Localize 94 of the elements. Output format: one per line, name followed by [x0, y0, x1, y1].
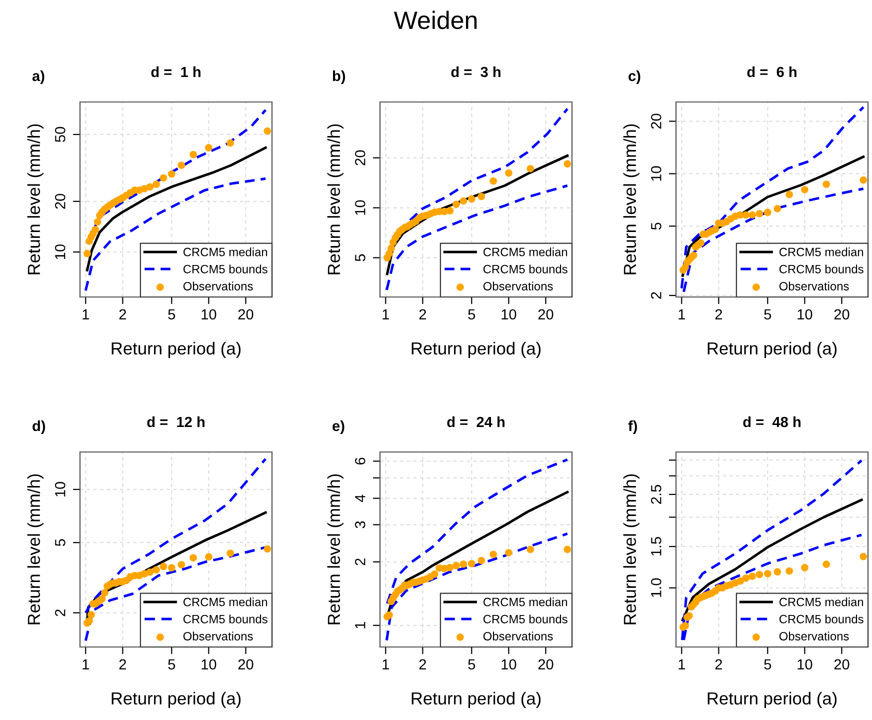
x-tick-label: 1 [382, 309, 389, 320]
chart-title: d = 3 h [451, 66, 500, 78]
y-tick-label: 2 [354, 558, 366, 566]
x-tick-label: 10 [202, 309, 216, 320]
x-tick-label: 2 [715, 659, 722, 670]
y-tick-label: 5 [651, 222, 662, 230]
legend-label: Observations [779, 632, 849, 640]
legend-label: Observations [183, 282, 253, 290]
y-tick-label: 5 [355, 254, 366, 262]
legend-label: Observations [183, 632, 253, 640]
y-axis-title: Return level (mm/h) [623, 474, 640, 624]
x-tick-label: 1 [82, 309, 89, 320]
x-tick-label: 5 [168, 659, 176, 670]
legend-label: CRCM5 median [483, 247, 568, 256]
x-tick-label: 2 [119, 659, 126, 670]
x-axis-title: Return period (a) [412, 342, 541, 358]
legend-label: CRCM5 bounds [483, 264, 568, 274]
x-axis-title: Return period (a) [112, 342, 241, 358]
x-tick-label: 2 [715, 309, 722, 320]
x-tick-label: 20 [834, 309, 850, 320]
y-tick-label: 3 [354, 521, 366, 528]
y-axis-title: Return level (mm/h) [327, 474, 344, 624]
y-tick-label: 10 [54, 244, 66, 259]
chart-title: d = 24 h [447, 416, 504, 428]
x-tick-label: 2 [119, 309, 126, 320]
y-tick-label: 10 [650, 166, 662, 181]
x-tick-label: 1 [678, 659, 685, 670]
legend-label: CRCM5 median [183, 597, 268, 606]
y-tick-label: 2 [54, 609, 66, 616]
chart-title: d = 1 h [151, 66, 200, 78]
chart-title: d = 12 h [147, 416, 204, 428]
y-tick-label: 10 [354, 200, 366, 215]
x-tick-label: 2 [419, 659, 426, 670]
x-tick-label: 1 [382, 659, 389, 670]
legend-label: CRCM5 bounds [483, 614, 568, 624]
x-axis-title: Return period (a) [412, 692, 541, 708]
y-tick-label: 50 [54, 126, 66, 142]
legend-label: CRCM5 median [183, 247, 268, 256]
chart-title: d = 48 h [743, 416, 800, 428]
x-tick-label: 1 [678, 309, 685, 320]
x-tick-label: 20 [238, 309, 254, 320]
x-tick-label: 20 [238, 659, 254, 670]
y-axis-title: Return level (mm/h) [27, 124, 44, 274]
y-tick-label: 2.5 [650, 484, 662, 504]
x-tick-label: 2 [419, 309, 426, 320]
y-axis-title: Return level (mm/h) [623, 124, 640, 274]
text: Weiden [394, 10, 477, 30]
x-tick-label: 20 [538, 309, 554, 320]
x-tick-label: 5 [764, 309, 772, 320]
y-tick-label: 2 [650, 292, 662, 299]
legend-label: CRCM5 median [483, 597, 568, 606]
y-tick-label: 20 [354, 150, 366, 166]
x-tick-label: 10 [502, 659, 516, 670]
y-tick-label: 1 [355, 622, 366, 628]
chart-title: d = 6 h [747, 66, 796, 78]
x-tick-label: 20 [538, 659, 554, 670]
x-tick-label: 20 [834, 659, 850, 670]
x-axis-title: Return period (a) [708, 692, 837, 708]
x-tick-label: 10 [798, 659, 812, 670]
text: f) [628, 420, 637, 434]
x-tick-label: 10 [798, 309, 812, 320]
legend-label: Observations [483, 282, 553, 290]
x-tick-label: 10 [202, 659, 216, 670]
legend-label: Observations [483, 632, 553, 640]
x-tick-label: 5 [468, 659, 476, 670]
legend-label: CRCM5 median [779, 597, 864, 606]
x-tick-label: 5 [764, 659, 772, 670]
y-tick-label: 20 [54, 194, 66, 209]
y-tick-label: 10 [54, 482, 66, 496]
text: c) [628, 70, 640, 84]
legend-label: CRCM5 bounds [183, 614, 268, 624]
y-tick-label: 5 [55, 539, 66, 546]
legend-label: CRCM5 bounds [183, 264, 268, 274]
legend-label: CRCM5 bounds [779, 264, 864, 274]
x-axis-title: Return period (a) [112, 692, 241, 708]
y-tick-label: 4 [355, 494, 366, 502]
y-tick-label: 1.5 [651, 536, 662, 556]
x-axis-title: Return period (a) [708, 342, 837, 358]
legend-label: Observations [779, 282, 849, 290]
x-tick-label: 10 [502, 309, 516, 320]
text: a) [32, 70, 44, 84]
x-tick-label: 1 [82, 659, 89, 670]
legend-label: CRCM5 bounds [779, 614, 864, 624]
text: b) [332, 70, 346, 84]
text: e) [332, 420, 344, 434]
y-axis-title: Return level (mm/h) [27, 474, 44, 624]
x-tick-label: 5 [168, 309, 176, 320]
y-axis-title: Return level (mm/h) [327, 124, 344, 274]
y-tick-label: 20 [650, 114, 662, 129]
y-tick-label: 1.0 [650, 578, 662, 597]
x-tick-label: 5 [468, 309, 476, 320]
legend-label: CRCM5 median [779, 247, 864, 256]
text: d) [32, 420, 46, 434]
y-tick-label: 6 [354, 458, 366, 464]
